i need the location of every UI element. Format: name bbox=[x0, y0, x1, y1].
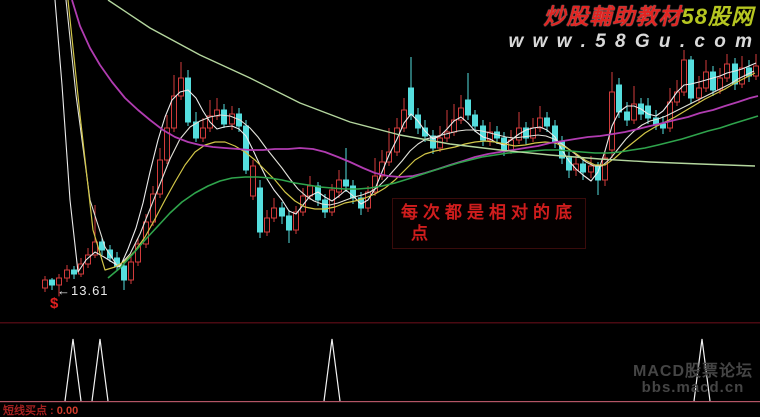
ma-yellow bbox=[67, 0, 756, 271]
buy-signal-spike bbox=[64, 338, 82, 402]
ma-mid-white bbox=[65, 0, 755, 268]
site-watermark: 炒股輔助教材58股网 w w w . 5 8 G u . c o m bbox=[508, 4, 754, 54]
low-price-label: ←13.61 bbox=[57, 283, 109, 298]
site-watermark-title: 炒股輔助教材58股网 bbox=[508, 4, 754, 29]
site-watermark-brand: 炒股輔助教材 bbox=[543, 4, 682, 29]
ma-fast-white bbox=[54, 0, 757, 273]
forum-watermark: MACD股票论坛 bbs.macd.cn bbox=[633, 364, 753, 396]
buy-signal-spike bbox=[91, 338, 109, 402]
indicator-value-label: 短线买点 : 0.00 bbox=[3, 402, 78, 417]
ma-green bbox=[107, 115, 759, 279]
indicator-value: 0.00 bbox=[56, 405, 79, 417]
dollar-marker: $ bbox=[50, 295, 59, 312]
site-watermark-brand-suffix: 58股网 bbox=[681, 4, 754, 29]
site-watermark-url: w w w . 5 8 G u . c o m bbox=[508, 31, 754, 52]
forum-watermark-url: bbs.macd.cn bbox=[641, 379, 745, 396]
buy-signal-spike bbox=[323, 338, 341, 402]
annotation-line2: 点 bbox=[411, 224, 433, 243]
indicator-separator: : bbox=[47, 405, 57, 417]
pane-separator-line bbox=[0, 322, 760, 403]
indicator-name: 短线买点 bbox=[3, 405, 47, 417]
forum-watermark-name: MACD股票论坛 bbox=[633, 363, 753, 380]
ma-lines-layer bbox=[54, 0, 759, 279]
annotation-line1: 每次都是相对的底 bbox=[401, 203, 577, 222]
ma-long-pale bbox=[107, 0, 756, 167]
signal-spike-layer bbox=[64, 338, 711, 402]
buy-signal-spike bbox=[693, 338, 711, 402]
annotation-box: 每次都是相对的底 点 bbox=[392, 198, 586, 249]
ma-magenta bbox=[71, 0, 759, 178]
